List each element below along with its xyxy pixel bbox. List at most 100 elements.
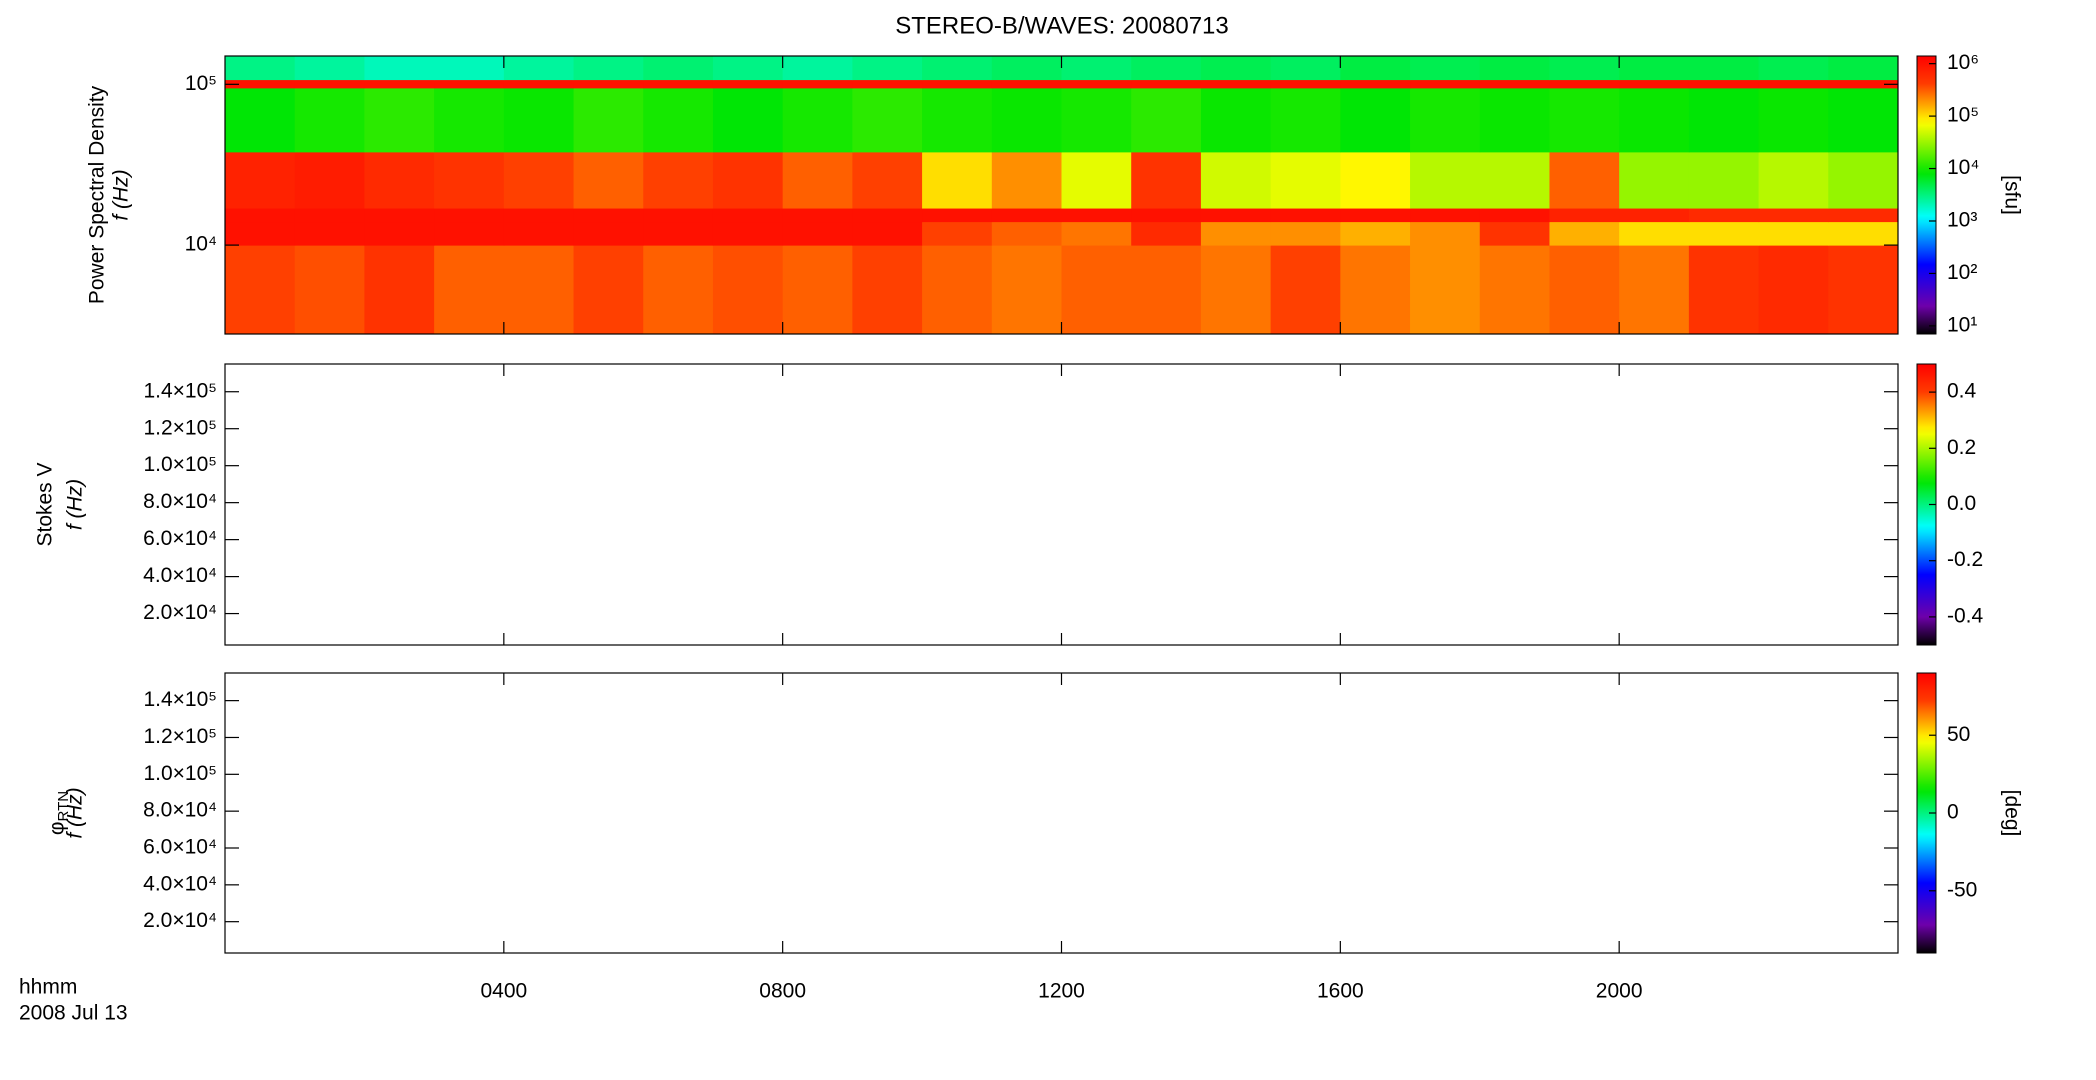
y-axis-label-sub: RTN	[55, 791, 72, 822]
heatmap-cell	[573, 208, 644, 223]
heatmap-cell	[503, 56, 575, 81]
y-tick-label: 1.4×10⁵	[143, 379, 217, 402]
heatmap-cell	[852, 221, 923, 246]
x-tick-label: 2000	[1596, 980, 1643, 1003]
y-tick-label: 1.2×10⁵	[143, 416, 217, 439]
heatmap-cell	[1131, 221, 1202, 246]
x-axis-label: hhmm	[19, 976, 77, 999]
colorbar-label: [deg]	[2000, 790, 2023, 837]
heatmap-cell	[364, 245, 435, 335]
heatmap-cell	[225, 151, 296, 209]
heatmap-cell	[1688, 87, 1760, 153]
y-tick-label: 6.0×10⁴	[143, 527, 217, 550]
heatmap-cell	[1131, 151, 1202, 209]
heatmap-cell	[1549, 208, 1620, 223]
colorbar-tick-label: 10⁶	[1947, 51, 1979, 74]
heatmap-cell	[503, 151, 575, 209]
heatmap-cell	[852, 79, 923, 89]
heatmap-cell	[364, 79, 435, 89]
heatmap-cell	[225, 87, 296, 153]
heatmap-cell	[1828, 221, 1899, 246]
heatmap-cell	[1340, 221, 1411, 246]
heatmap-cell	[1061, 221, 1132, 246]
heatmap-cell	[1200, 245, 1272, 335]
colorbar-tick-label: -0.4	[1947, 604, 1984, 627]
heatmap-cell	[1061, 79, 1132, 89]
colorbar-tick-label: 10⁴	[1947, 156, 1979, 179]
y-axis-label-2: f (Hz)	[110, 169, 133, 220]
x-tick-label: 1600	[1317, 980, 1364, 1003]
heatmap-cell	[1200, 221, 1272, 246]
x-tick-label: 1200	[1038, 980, 1085, 1003]
heatmap-cell	[1410, 79, 1481, 89]
heatmap-cell	[1479, 87, 1550, 153]
heatmap-cell	[782, 245, 853, 335]
heatmap-cell	[1549, 87, 1620, 153]
y-tick-label: 1.0×10⁵	[143, 762, 217, 785]
heatmap-cell	[1131, 208, 1202, 223]
heatmap-cell	[1270, 151, 1341, 209]
heatmap-cell	[573, 56, 644, 81]
heatmap-cell	[782, 87, 853, 153]
heatmap-cell	[1340, 151, 1411, 209]
heatmap-cell	[991, 208, 1062, 223]
y-tick-label: 1.4×10⁵	[143, 688, 217, 711]
heatmap-cell	[1131, 79, 1202, 89]
heatmap-cell	[1340, 56, 1411, 81]
heatmap-cell	[1200, 56, 1272, 81]
heatmap-cell	[1549, 56, 1620, 81]
heatmap-cell	[434, 87, 505, 153]
heatmap-cell	[225, 79, 296, 89]
heatmap-cell	[434, 245, 505, 335]
heatmap-cell	[503, 221, 575, 246]
heatmap-cell	[643, 151, 714, 209]
heatmap-cell	[1619, 56, 1690, 81]
heatmap-cell	[1619, 221, 1690, 246]
heatmap-cell	[294, 56, 365, 81]
heatmap-cell	[782, 221, 853, 246]
heatmap-cell	[852, 151, 923, 209]
heatmap-cell	[1758, 79, 1829, 89]
heatmap-cell	[1270, 56, 1341, 81]
heatmap-cell	[1270, 87, 1341, 153]
y-axis-label-2: f (Hz)	[64, 479, 87, 530]
heatmap-cell	[712, 87, 784, 153]
heatmap-cell	[294, 245, 365, 335]
colorbar-tick-label: -0.2	[1947, 548, 1983, 571]
heatmap-cell	[225, 221, 296, 246]
heatmap-cell	[1340, 245, 1411, 335]
heatmap-cell	[1688, 208, 1760, 223]
heatmap-cell	[1479, 221, 1550, 246]
heatmap-cell	[922, 208, 993, 223]
heatmap-cell	[1619, 208, 1690, 223]
colorbar-tick-label: 50	[1947, 723, 1970, 746]
heatmap-cell	[1619, 79, 1690, 89]
heatmap-cell	[1200, 208, 1272, 223]
heatmap-cell	[1688, 56, 1760, 81]
colorbar-tick-label: 0.0	[1947, 492, 1976, 515]
chart-title: STEREO-B/WAVES: 20080713	[895, 12, 1228, 39]
heatmap-cell	[1200, 87, 1272, 153]
heatmap-cell	[1758, 245, 1829, 335]
heatmap-cell	[922, 151, 993, 209]
heatmap-cell	[782, 208, 853, 223]
heatmap-cell	[1340, 208, 1411, 223]
heatmap-cell	[991, 221, 1062, 246]
heatmap-cell	[1479, 56, 1550, 81]
y-axis-label: Power Spectral Density	[86, 85, 109, 304]
heatmap-cell	[294, 79, 365, 89]
heatmap-cell	[1061, 208, 1132, 223]
heatmap-cell	[503, 79, 575, 89]
heatmap-cell	[643, 87, 714, 153]
heatmap-cell	[434, 151, 505, 209]
colorbar-label: [sfu]	[2000, 175, 2023, 215]
heatmap-cell	[1758, 151, 1829, 209]
heatmap-cell	[991, 56, 1062, 81]
y-tick-label: 8.0×10⁴	[143, 799, 217, 822]
x-tick-label: 0800	[759, 980, 806, 1003]
heatmap-cell	[922, 79, 993, 89]
heatmap-cell	[852, 87, 923, 153]
colorbar-tick-label: 0.4	[1947, 380, 1977, 403]
plot-frame	[224, 672, 1899, 954]
heatmap-cell	[643, 245, 714, 335]
